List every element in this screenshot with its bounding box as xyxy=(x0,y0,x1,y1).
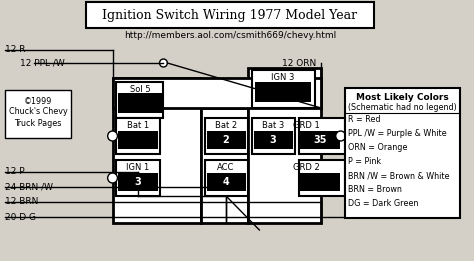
Text: Most Likely Colors: Most Likely Colors xyxy=(356,92,449,102)
Bar xyxy=(255,82,311,102)
Bar xyxy=(299,118,345,154)
Text: 20 D G: 20 D G xyxy=(5,212,36,222)
Bar xyxy=(118,93,162,113)
Circle shape xyxy=(108,131,118,141)
Text: BRN = Brown: BRN = Brown xyxy=(348,186,402,194)
Bar xyxy=(254,131,292,149)
Text: 12 R: 12 R xyxy=(5,45,26,55)
Text: 24 BRN /W: 24 BRN /W xyxy=(5,182,53,192)
Text: R = Red: R = Red xyxy=(348,116,381,124)
Text: BRN /W = Brown & White: BRN /W = Brown & White xyxy=(348,171,450,181)
Text: IGN 1: IGN 1 xyxy=(127,163,150,173)
Text: DG = Dark Green: DG = Dark Green xyxy=(348,199,419,209)
Bar xyxy=(112,78,201,223)
Text: GRD 1: GRD 1 xyxy=(293,122,320,130)
Bar xyxy=(301,173,340,191)
Text: Bat 1: Bat 1 xyxy=(127,122,149,130)
Text: 3: 3 xyxy=(270,135,276,145)
Bar xyxy=(201,108,247,223)
Bar xyxy=(252,70,315,108)
Bar xyxy=(345,88,460,218)
Text: Bat 3: Bat 3 xyxy=(262,122,284,130)
Text: 4: 4 xyxy=(223,177,229,187)
Text: (Schematic had no legend): (Schematic had no legend) xyxy=(348,103,456,111)
Text: 2: 2 xyxy=(223,135,229,145)
Text: ORN = Orange: ORN = Orange xyxy=(348,144,408,152)
Text: Sol 5: Sol 5 xyxy=(130,85,150,93)
Bar xyxy=(205,118,247,154)
Bar xyxy=(252,118,295,154)
Bar xyxy=(299,160,345,196)
Text: Chuck's Chevy: Chuck's Chevy xyxy=(9,108,68,116)
Text: Ignition Switch Wiring 1977 Model Year: Ignition Switch Wiring 1977 Model Year xyxy=(102,9,357,22)
Circle shape xyxy=(108,173,118,183)
Text: http://members.aol.com/csmith669/chevy.html: http://members.aol.com/csmith669/chevy.h… xyxy=(124,32,336,40)
Text: 35: 35 xyxy=(313,135,327,145)
Text: ©1999: ©1999 xyxy=(24,97,52,105)
Text: ACC: ACC xyxy=(218,163,235,173)
Bar xyxy=(112,78,321,108)
Bar xyxy=(118,173,157,191)
Text: Truck Pages: Truck Pages xyxy=(15,118,62,128)
Text: IGN 3: IGN 3 xyxy=(271,73,294,81)
Bar xyxy=(86,2,374,28)
Bar xyxy=(301,131,340,149)
Bar xyxy=(118,131,157,149)
Text: 12 PPL /W: 12 PPL /W xyxy=(19,58,64,68)
Text: 12 BRN: 12 BRN xyxy=(5,198,38,206)
Bar xyxy=(247,68,321,223)
Bar xyxy=(205,160,247,196)
Circle shape xyxy=(336,131,346,141)
Text: P = Pink: P = Pink xyxy=(348,157,382,167)
Text: PPL /W = Purple & White: PPL /W = Purple & White xyxy=(348,129,447,139)
Text: Bat 2: Bat 2 xyxy=(215,122,237,130)
Bar xyxy=(117,82,164,118)
Bar xyxy=(5,90,72,138)
Text: 12 ORN: 12 ORN xyxy=(282,58,316,68)
Circle shape xyxy=(160,59,167,67)
Text: 3: 3 xyxy=(135,177,141,187)
Bar xyxy=(117,118,160,154)
Bar xyxy=(207,131,246,149)
Bar xyxy=(207,173,246,191)
Text: GRD 2: GRD 2 xyxy=(293,163,320,173)
Text: 12 P: 12 P xyxy=(5,168,25,176)
Bar xyxy=(117,160,160,196)
